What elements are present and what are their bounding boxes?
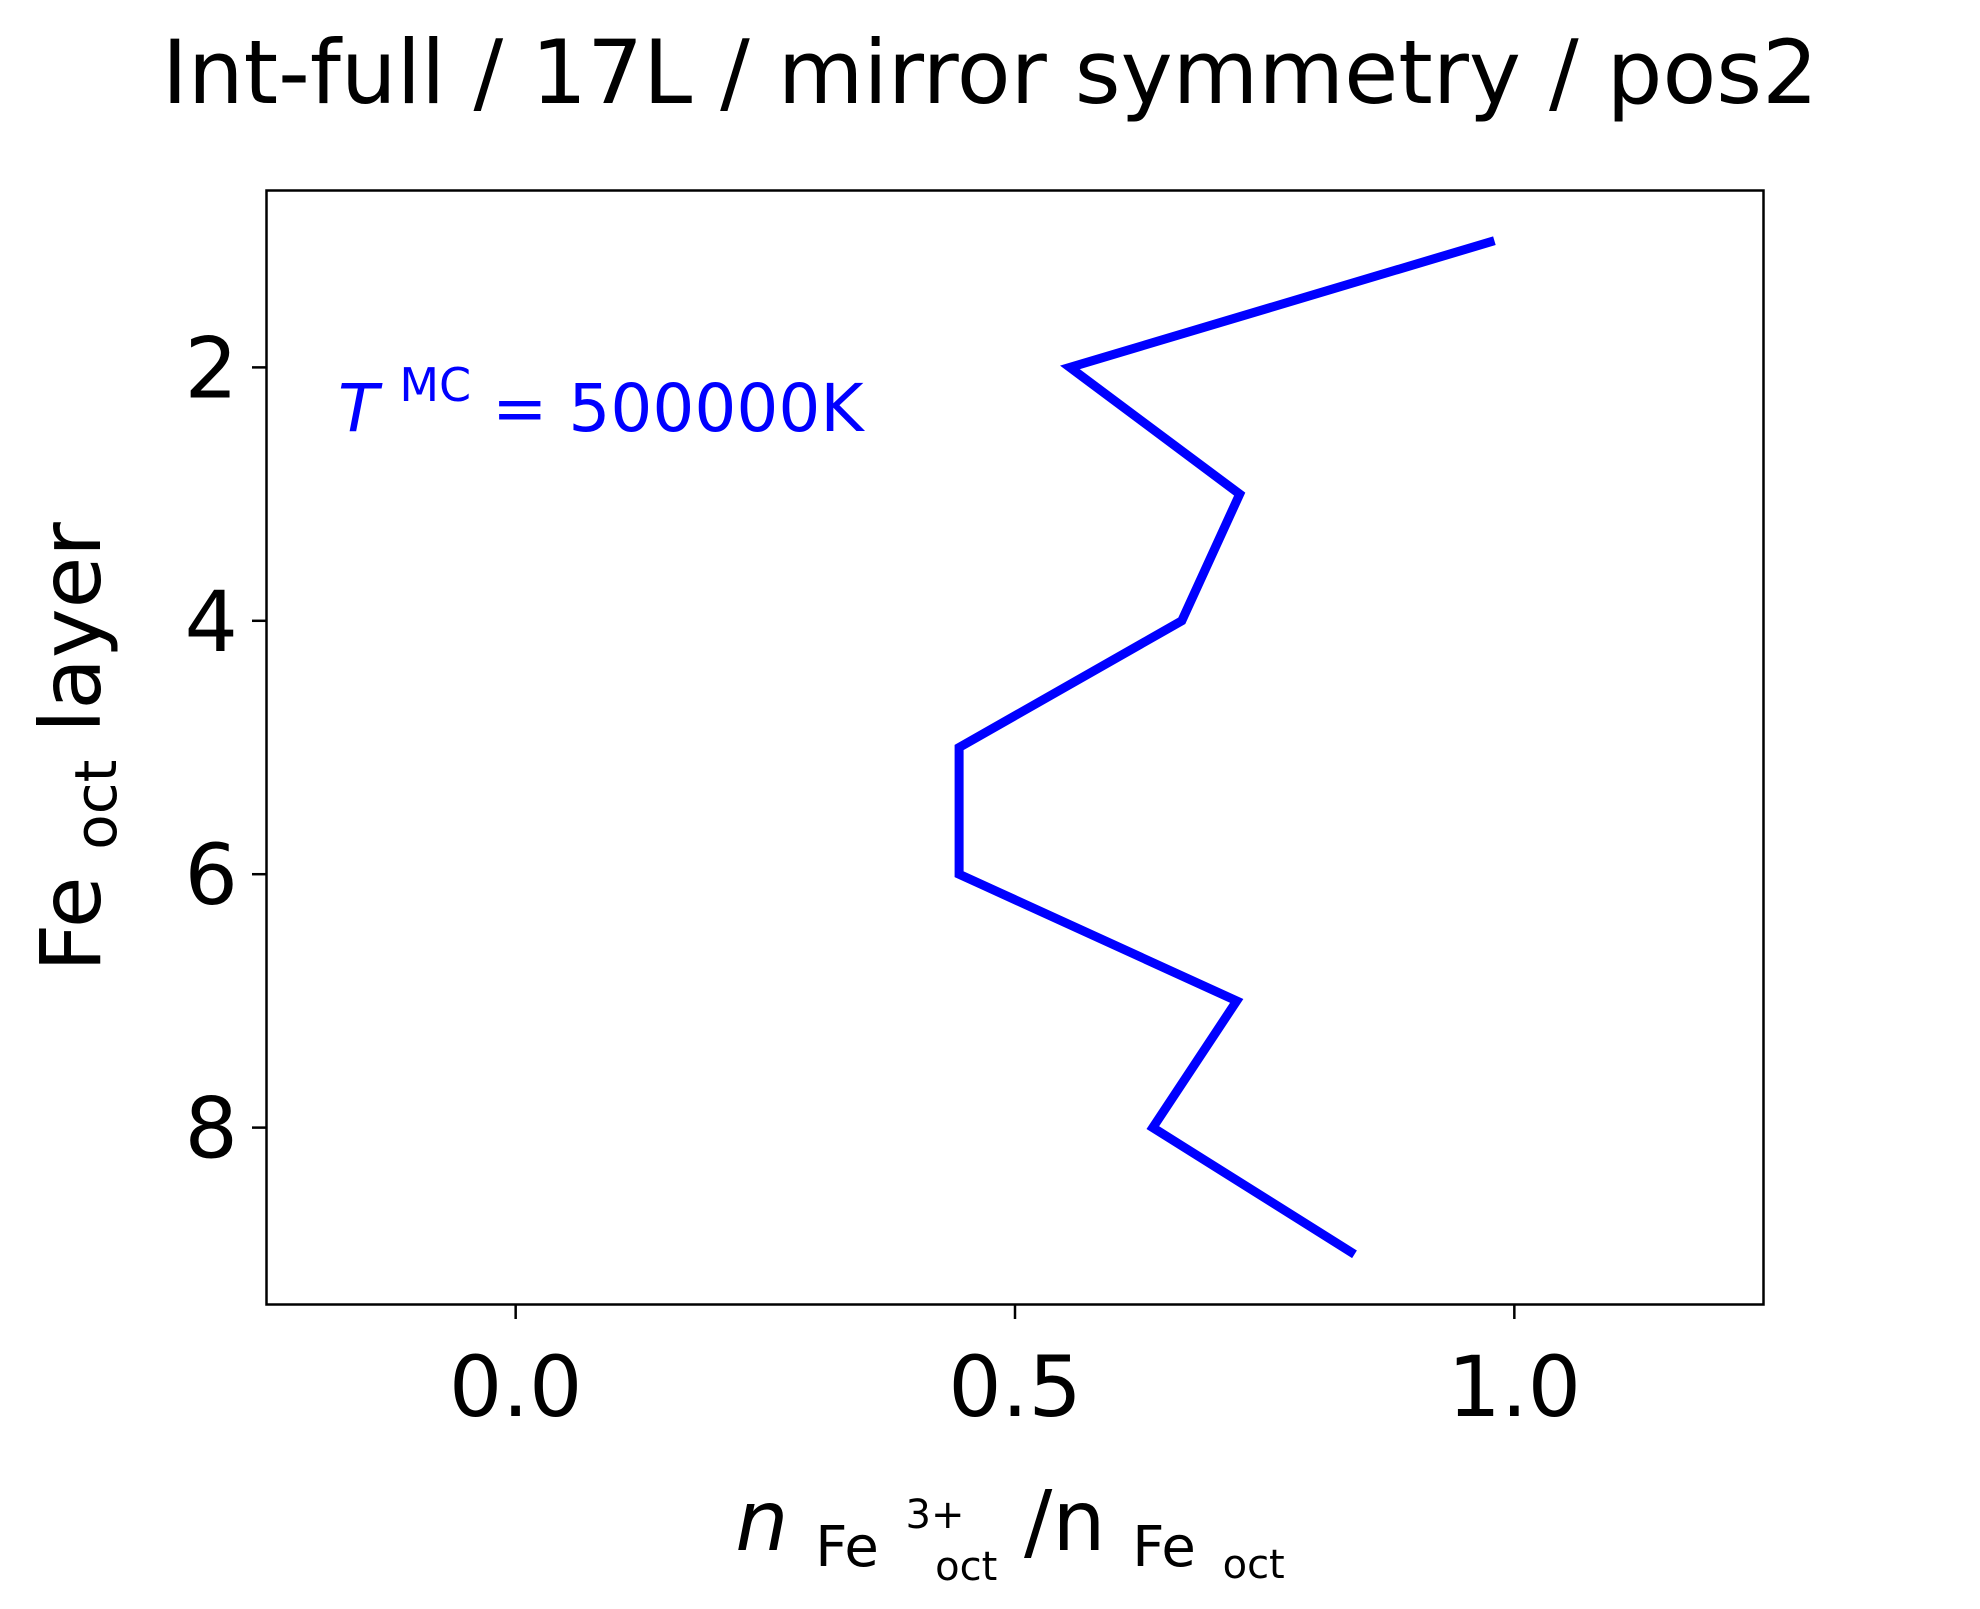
- x-label-sub1: Fe: [815, 1515, 879, 1580]
- x-label-sub1-sub: oct: [935, 1544, 997, 1590]
- series-group: [954, 236, 1496, 1259]
- x-tick-label: 1.0: [1448, 1338, 1582, 1436]
- annotation-superscript: MC: [399, 358, 471, 412]
- plot-frame: [265, 189, 1765, 1306]
- x-label-sub2: Fe: [1132, 1515, 1196, 1580]
- y-axis-label: Fe oct layer: [22, 522, 136, 972]
- x-label-n: n: [735, 1472, 788, 1570]
- annotation-symbol: T: [338, 370, 383, 447]
- series-line: [954, 236, 1496, 1259]
- y-label-sub: oct: [62, 760, 130, 850]
- temperature-annotation: T MC = 500000K: [338, 340, 865, 447]
- x-label-sub1-sup: 3+: [906, 1492, 965, 1538]
- y-tick-label: 8: [185, 1080, 238, 1178]
- x-tick-label: 0.0: [449, 1338, 583, 1436]
- annotation-value: = 500000K: [492, 370, 865, 447]
- x-axis-ticks: 0.0 0.5 1.0: [449, 1305, 1581, 1436]
- y-tick-label: 4: [185, 573, 238, 671]
- y-axis-ticks: 2 4 6 8: [185, 319, 266, 1178]
- x-axis-label: n Fe 3+ oct /n Fe oct: [735, 1450, 1285, 1600]
- chart-title: Int-full / 17L / mirror symmetry / pos2: [162, 21, 1818, 124]
- y-tick-label: 2: [185, 319, 238, 417]
- y-tick-label: 6: [185, 826, 238, 924]
- x-label-separator: /n: [1024, 1472, 1106, 1570]
- y-label-rest: layer: [22, 522, 120, 733]
- x-tick-label: 0.5: [948, 1338, 1082, 1436]
- y-label-main: Fe: [22, 876, 120, 971]
- x-label-sub2-sub: oct: [1223, 1542, 1285, 1588]
